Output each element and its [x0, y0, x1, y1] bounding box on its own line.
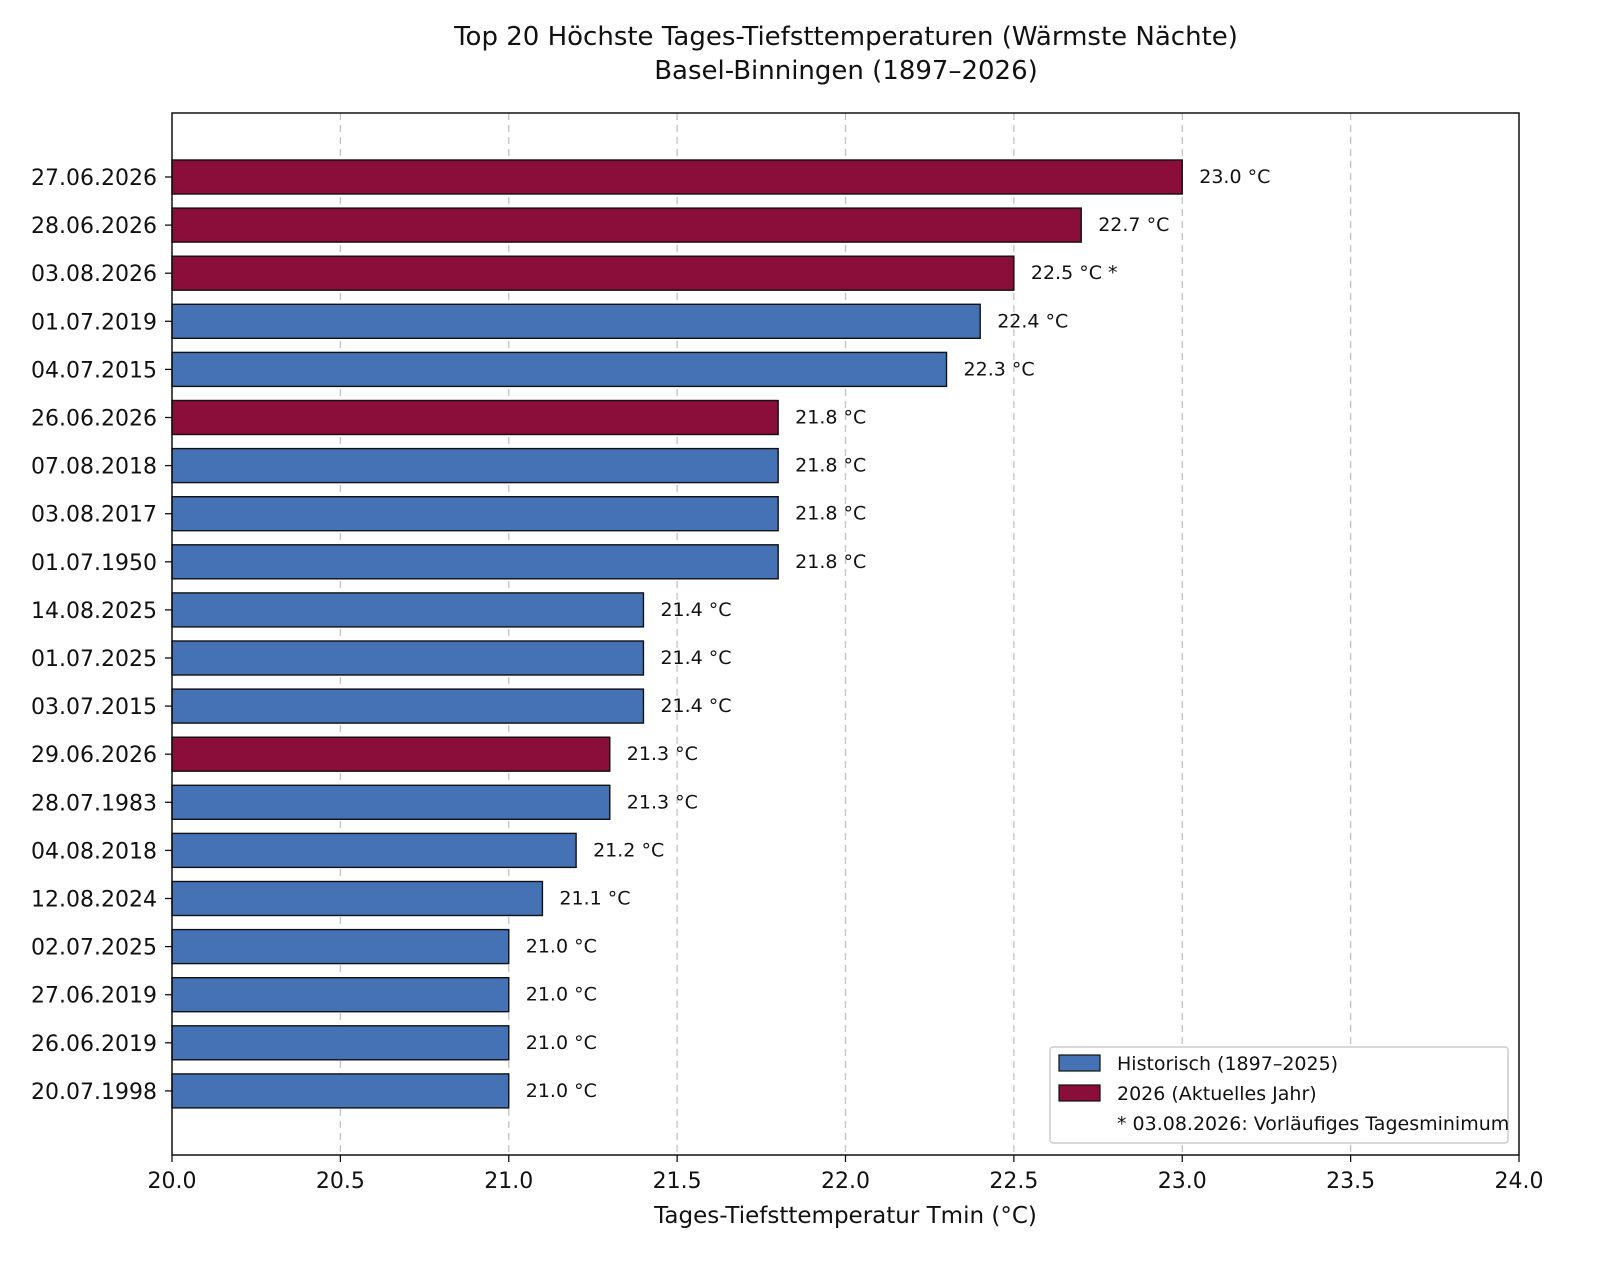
x-tick-label: 21.0 [484, 1169, 533, 1194]
bar-04.07.2015 [171, 351, 948, 388]
y-axis-ticks: 27.06.2026 28.06.2026 03.08.2026 01.07.2019… [31, 166, 172, 1105]
y-tick-label: 28.06.2026 [31, 214, 157, 239]
bar-value-label: 23.0 °C [1199, 166, 1270, 188]
bar-value-label: 21.2 °C [593, 839, 664, 861]
bar-value-label: 21.4 °C [660, 695, 731, 717]
y-tick-label: 26.06.2019 [31, 1032, 157, 1057]
legend-label-historic: Historisch (1897–2025) [1117, 1053, 1338, 1075]
y-tick-label: 01.07.1950 [31, 551, 157, 576]
bar-value-label: 21.8 °C [795, 455, 866, 477]
bar-03.08.2026 [171, 255, 1015, 291]
bar-26.06.2026 [171, 399, 779, 436]
y-tick-label: 28.07.1983 [31, 791, 157, 816]
bar-01.07.2019 [171, 303, 981, 339]
legend-swatch-current [1058, 1084, 1101, 1102]
bar-01.07.2025 [171, 640, 645, 676]
bar-03.07.2015 [171, 688, 645, 724]
y-tick-label: 01.07.2019 [31, 310, 157, 335]
bar-value-label: 21.8 °C [795, 407, 866, 429]
bar-value-label: 21.8 °C [795, 551, 866, 573]
x-tick-label: 22.0 [821, 1169, 870, 1194]
y-tick-label: 20.07.1998 [31, 1080, 157, 1105]
chart-subtitle: Basel-Binningen (1897–2026) [654, 56, 1038, 86]
x-axis-label: Tages-Tiefsttemperatur Tmin (°C) [653, 1203, 1037, 1229]
x-axis-ticks: 20.0 20.5 21.0 21.5 22.0 22.5 23.0 23.5 24.0 [148, 1155, 1544, 1194]
bar-value-label: 22.7 °C [1098, 214, 1169, 236]
bar-value-labels: 23.0 °C 22.7 °C 22.5 °C * 22.4 °C 22.3 °C 21.… [526, 166, 1271, 1102]
bar-26.06.2019 [171, 1025, 510, 1061]
bar-value-label: 21.3 °C [627, 791, 698, 813]
bar-14.08.2025 [171, 592, 645, 628]
bar-27.06.2026 [171, 159, 1183, 195]
bar-value-label: 22.3 °C [964, 358, 1035, 380]
y-tick-label: 07.08.2018 [31, 455, 157, 480]
bar-28.07.1983 [171, 784, 611, 820]
x-tick-label: 23.0 [1158, 1169, 1207, 1194]
legend-box [1049, 1046, 1509, 1144]
x-tick-label: 23.5 [1326, 1169, 1375, 1194]
bars [171, 159, 1183, 1109]
y-tick-label: 03.07.2015 [31, 695, 157, 720]
x-tick-label: 21.5 [653, 1169, 702, 1194]
bar-value-label: 21.8 °C [795, 503, 866, 525]
bar-12.08.2024 [171, 880, 544, 917]
y-tick-label: 26.06.2026 [31, 407, 157, 432]
y-tick-label: 01.07.2025 [31, 647, 157, 672]
bar-20.07.1998 [171, 1073, 510, 1109]
bar-value-label: 21.4 °C [660, 647, 731, 669]
legend-note: * 03.08.2026: Vorläufiges Tagesminimum [1117, 1113, 1509, 1135]
x-tick-label: 22.5 [989, 1169, 1038, 1194]
bar-03.08.2017 [171, 496, 779, 532]
bar-value-label: 21.3 °C [627, 743, 698, 765]
bar-01.07.1950 [171, 544, 779, 580]
y-tick-label: 03.08.2026 [31, 262, 157, 287]
legend: Historisch (1897–2025) 2026 (Aktuelles J… [1049, 1046, 1509, 1144]
y-tick-label: 02.07.2025 [31, 936, 157, 961]
x-tick-label: 24.0 [1495, 1169, 1544, 1194]
y-tick-label: 27.06.2019 [31, 984, 157, 1009]
bar-value-label: 21.0 °C [526, 1080, 597, 1102]
legend-label-current: 2026 (Aktuelles Jahr) [1117, 1083, 1317, 1105]
bar-04.08.2018 [171, 832, 577, 869]
bar-28.06.2026 [171, 207, 1082, 243]
x-tick-label: 20.0 [148, 1169, 197, 1194]
y-tick-label: 03.08.2017 [31, 503, 157, 528]
y-tick-label: 04.07.2015 [31, 358, 157, 383]
bar-value-label: 22.5 °C * [1031, 262, 1118, 284]
bar-value-label: 21.0 °C [526, 936, 597, 958]
bar-27.06.2019 [171, 977, 510, 1013]
y-tick-label: 29.06.2026 [31, 743, 157, 768]
bar-07.08.2018 [171, 447, 779, 484]
y-tick-label: 04.08.2018 [31, 839, 157, 864]
bar-value-label: 21.4 °C [660, 599, 731, 621]
y-tick-label: 14.08.2025 [31, 599, 157, 624]
bar-02.07.2025 [171, 928, 510, 965]
bar-value-label: 22.4 °C [997, 310, 1068, 332]
bar-value-label: 21.0 °C [526, 1032, 597, 1054]
y-tick-label: 12.08.2024 [31, 888, 157, 913]
bar-value-label: 21.0 °C [526, 984, 597, 1006]
chart-title: Top 20 Höchste Tages-Tiefsttemperaturen … [454, 22, 1238, 52]
bar-value-label: 21.1 °C [559, 888, 630, 910]
y-tick-label: 27.06.2026 [31, 166, 157, 191]
legend-swatch-historic [1058, 1054, 1101, 1072]
x-tick-label: 20.5 [316, 1169, 365, 1194]
bar-29.06.2026 [171, 736, 611, 772]
